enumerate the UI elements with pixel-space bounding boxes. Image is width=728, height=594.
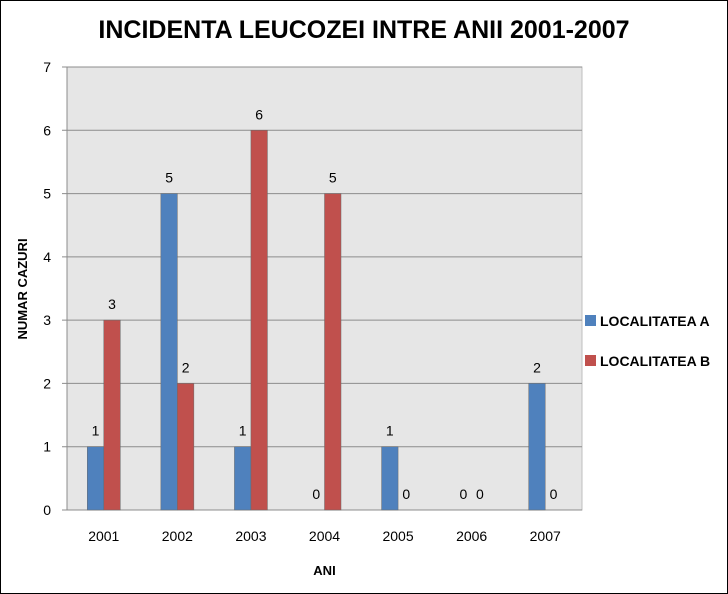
y-tick-label: 6 — [43, 122, 51, 138]
bar-a — [87, 446, 105, 511]
data-label: 1 — [386, 423, 394, 439]
bar-b — [103, 319, 121, 511]
x-tick-label: 2004 — [309, 528, 340, 544]
y-tick-label: 7 — [43, 59, 51, 75]
y-tick-label: 5 — [43, 186, 51, 202]
x-axis-title: ANI — [313, 563, 335, 578]
data-label: 0 — [312, 486, 320, 502]
data-label: 0 — [476, 486, 484, 502]
y-tick-label: 2 — [43, 375, 51, 391]
data-label: 1 — [239, 423, 247, 439]
x-tick-label: 2003 — [235, 528, 266, 544]
bar-a — [234, 446, 252, 511]
data-label: 1 — [92, 423, 100, 439]
bar-a — [528, 383, 546, 511]
y-tick-label: 3 — [43, 312, 51, 328]
bar-a — [381, 446, 399, 511]
data-label: 2 — [182, 359, 190, 375]
data-label: 0 — [402, 486, 410, 502]
data-label: 3 — [108, 296, 116, 312]
data-label: 6 — [255, 106, 263, 122]
data-label: 5 — [329, 170, 337, 186]
legend-label: LOCALITATEA A — [600, 313, 710, 329]
y-axis-title: NUMAR CAZURI — [15, 238, 30, 339]
data-label: 5 — [165, 170, 173, 186]
x-tick-label: 2005 — [382, 528, 413, 544]
data-label: 0 — [550, 486, 558, 502]
bar-b — [250, 130, 268, 511]
data-label: 0 — [459, 486, 467, 502]
x-tick-label: 2007 — [530, 528, 561, 544]
bar-b — [324, 193, 342, 511]
legend-label: LOCALITATEA B — [600, 353, 710, 369]
y-tick-label: 0 — [43, 502, 51, 518]
legend-swatch — [585, 355, 596, 366]
y-tick-label: 1 — [43, 439, 51, 455]
x-tick-label: 2002 — [162, 528, 193, 544]
legend-swatch — [585, 315, 596, 326]
bar-b — [177, 383, 195, 511]
x-tick-label: 2001 — [88, 528, 119, 544]
y-tick-label: 4 — [43, 249, 51, 265]
bar-a — [160, 193, 178, 511]
data-label: 2 — [533, 359, 541, 375]
x-tick-label: 2006 — [456, 528, 487, 544]
chart-title: INCIDENTA LEUCOZEI INTRE ANII 2001-2007 — [98, 16, 630, 44]
